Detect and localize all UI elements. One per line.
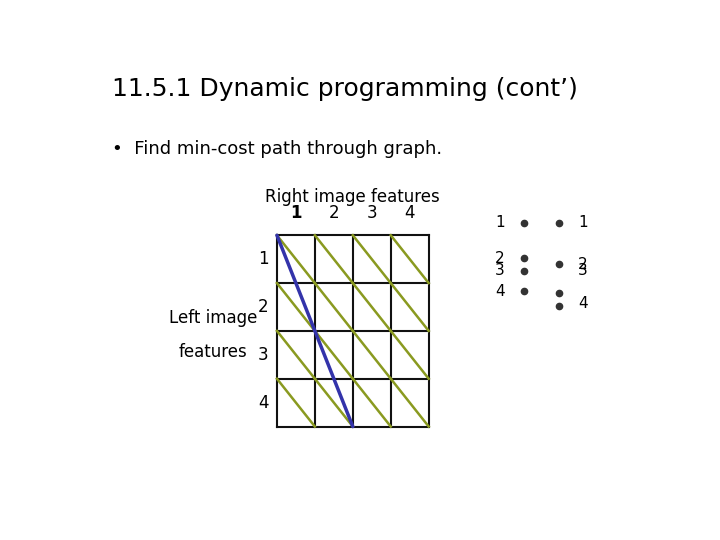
Text: 11.5.1 Dynamic programming (cont’): 11.5.1 Dynamic programming (cont’) xyxy=(112,77,578,102)
Text: 1: 1 xyxy=(258,250,269,268)
Text: 2: 2 xyxy=(578,257,588,272)
Text: 3: 3 xyxy=(578,263,588,278)
Text: 1: 1 xyxy=(290,204,302,222)
Text: features: features xyxy=(179,343,247,361)
Text: 1: 1 xyxy=(495,215,505,230)
Text: 3: 3 xyxy=(366,204,377,222)
Text: 2: 2 xyxy=(328,204,339,222)
Text: 4: 4 xyxy=(578,296,588,312)
Text: •  Find min-cost path through graph.: • Find min-cost path through graph. xyxy=(112,140,443,158)
Text: 3: 3 xyxy=(258,346,269,364)
Text: 1: 1 xyxy=(578,215,588,230)
Text: 2: 2 xyxy=(258,298,269,316)
Text: 2: 2 xyxy=(495,251,505,266)
Text: 3: 3 xyxy=(495,263,505,278)
Text: 4: 4 xyxy=(405,204,415,222)
Text: Right image features: Right image features xyxy=(266,188,440,206)
Text: 4: 4 xyxy=(495,284,505,299)
Text: Left image: Left image xyxy=(168,309,257,327)
Text: 4: 4 xyxy=(258,394,269,411)
